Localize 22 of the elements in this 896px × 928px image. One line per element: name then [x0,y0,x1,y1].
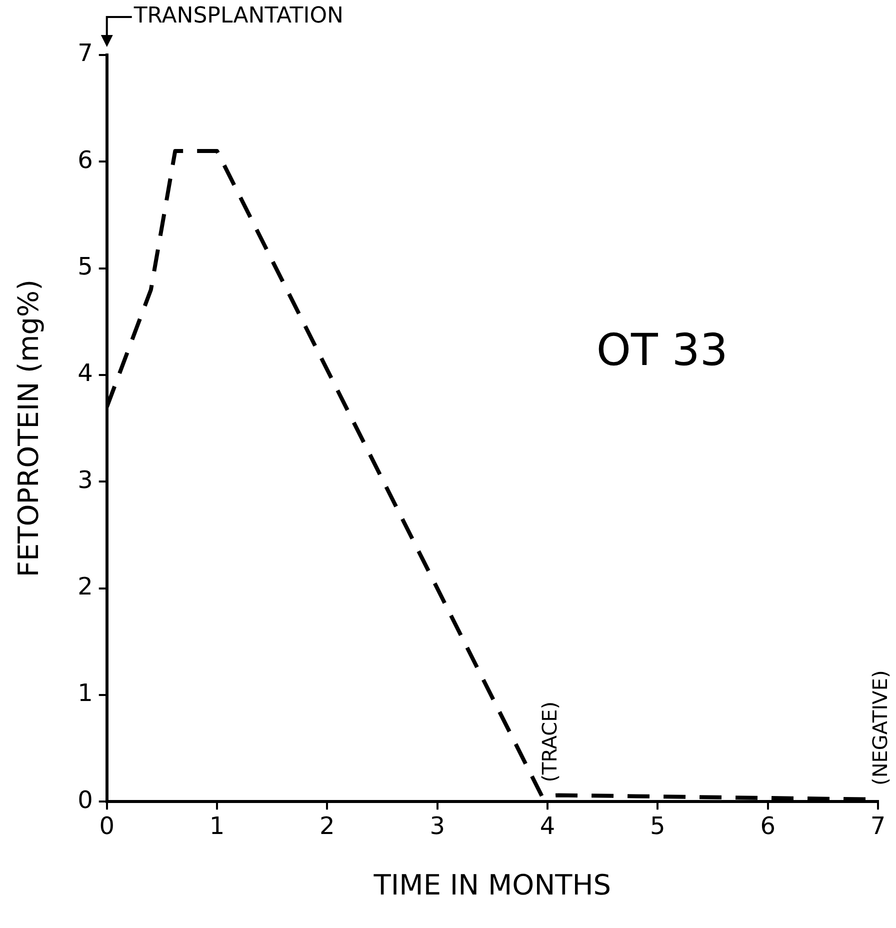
y-tick-label: 6 [78,146,93,174]
x-tick-label: 1 [209,812,225,840]
y-axis-title: FETOPROTEIN (mg%) [12,279,46,578]
x-tick-label: 2 [320,812,335,840]
x-tick-label: 0 [99,812,115,840]
y-tick-label: 5 [78,252,93,281]
y-tick-label: 1 [78,679,93,708]
annotation: OT 33 [596,325,728,376]
annotation: (TRACE) [538,701,562,782]
annotation: (NEGATIVE) [868,670,892,786]
y-tick-label: 7 [78,39,93,68]
x-tick-label: 4 [540,812,556,840]
x-tick-label: 6 [760,812,776,840]
x-tick-label: 7 [870,812,886,840]
text: TRANSPLANTATION [132,4,344,29]
y-tick-label: 3 [78,466,93,494]
x-tick-label: 5 [650,812,666,840]
y-tick-label: 0 [78,786,93,814]
x-axis-title: TIME IN MONTHS [372,868,612,902]
y-tick-label: 4 [78,359,93,388]
x-tick-label: 3 [430,812,445,840]
y-tick-label: 2 [78,572,93,601]
